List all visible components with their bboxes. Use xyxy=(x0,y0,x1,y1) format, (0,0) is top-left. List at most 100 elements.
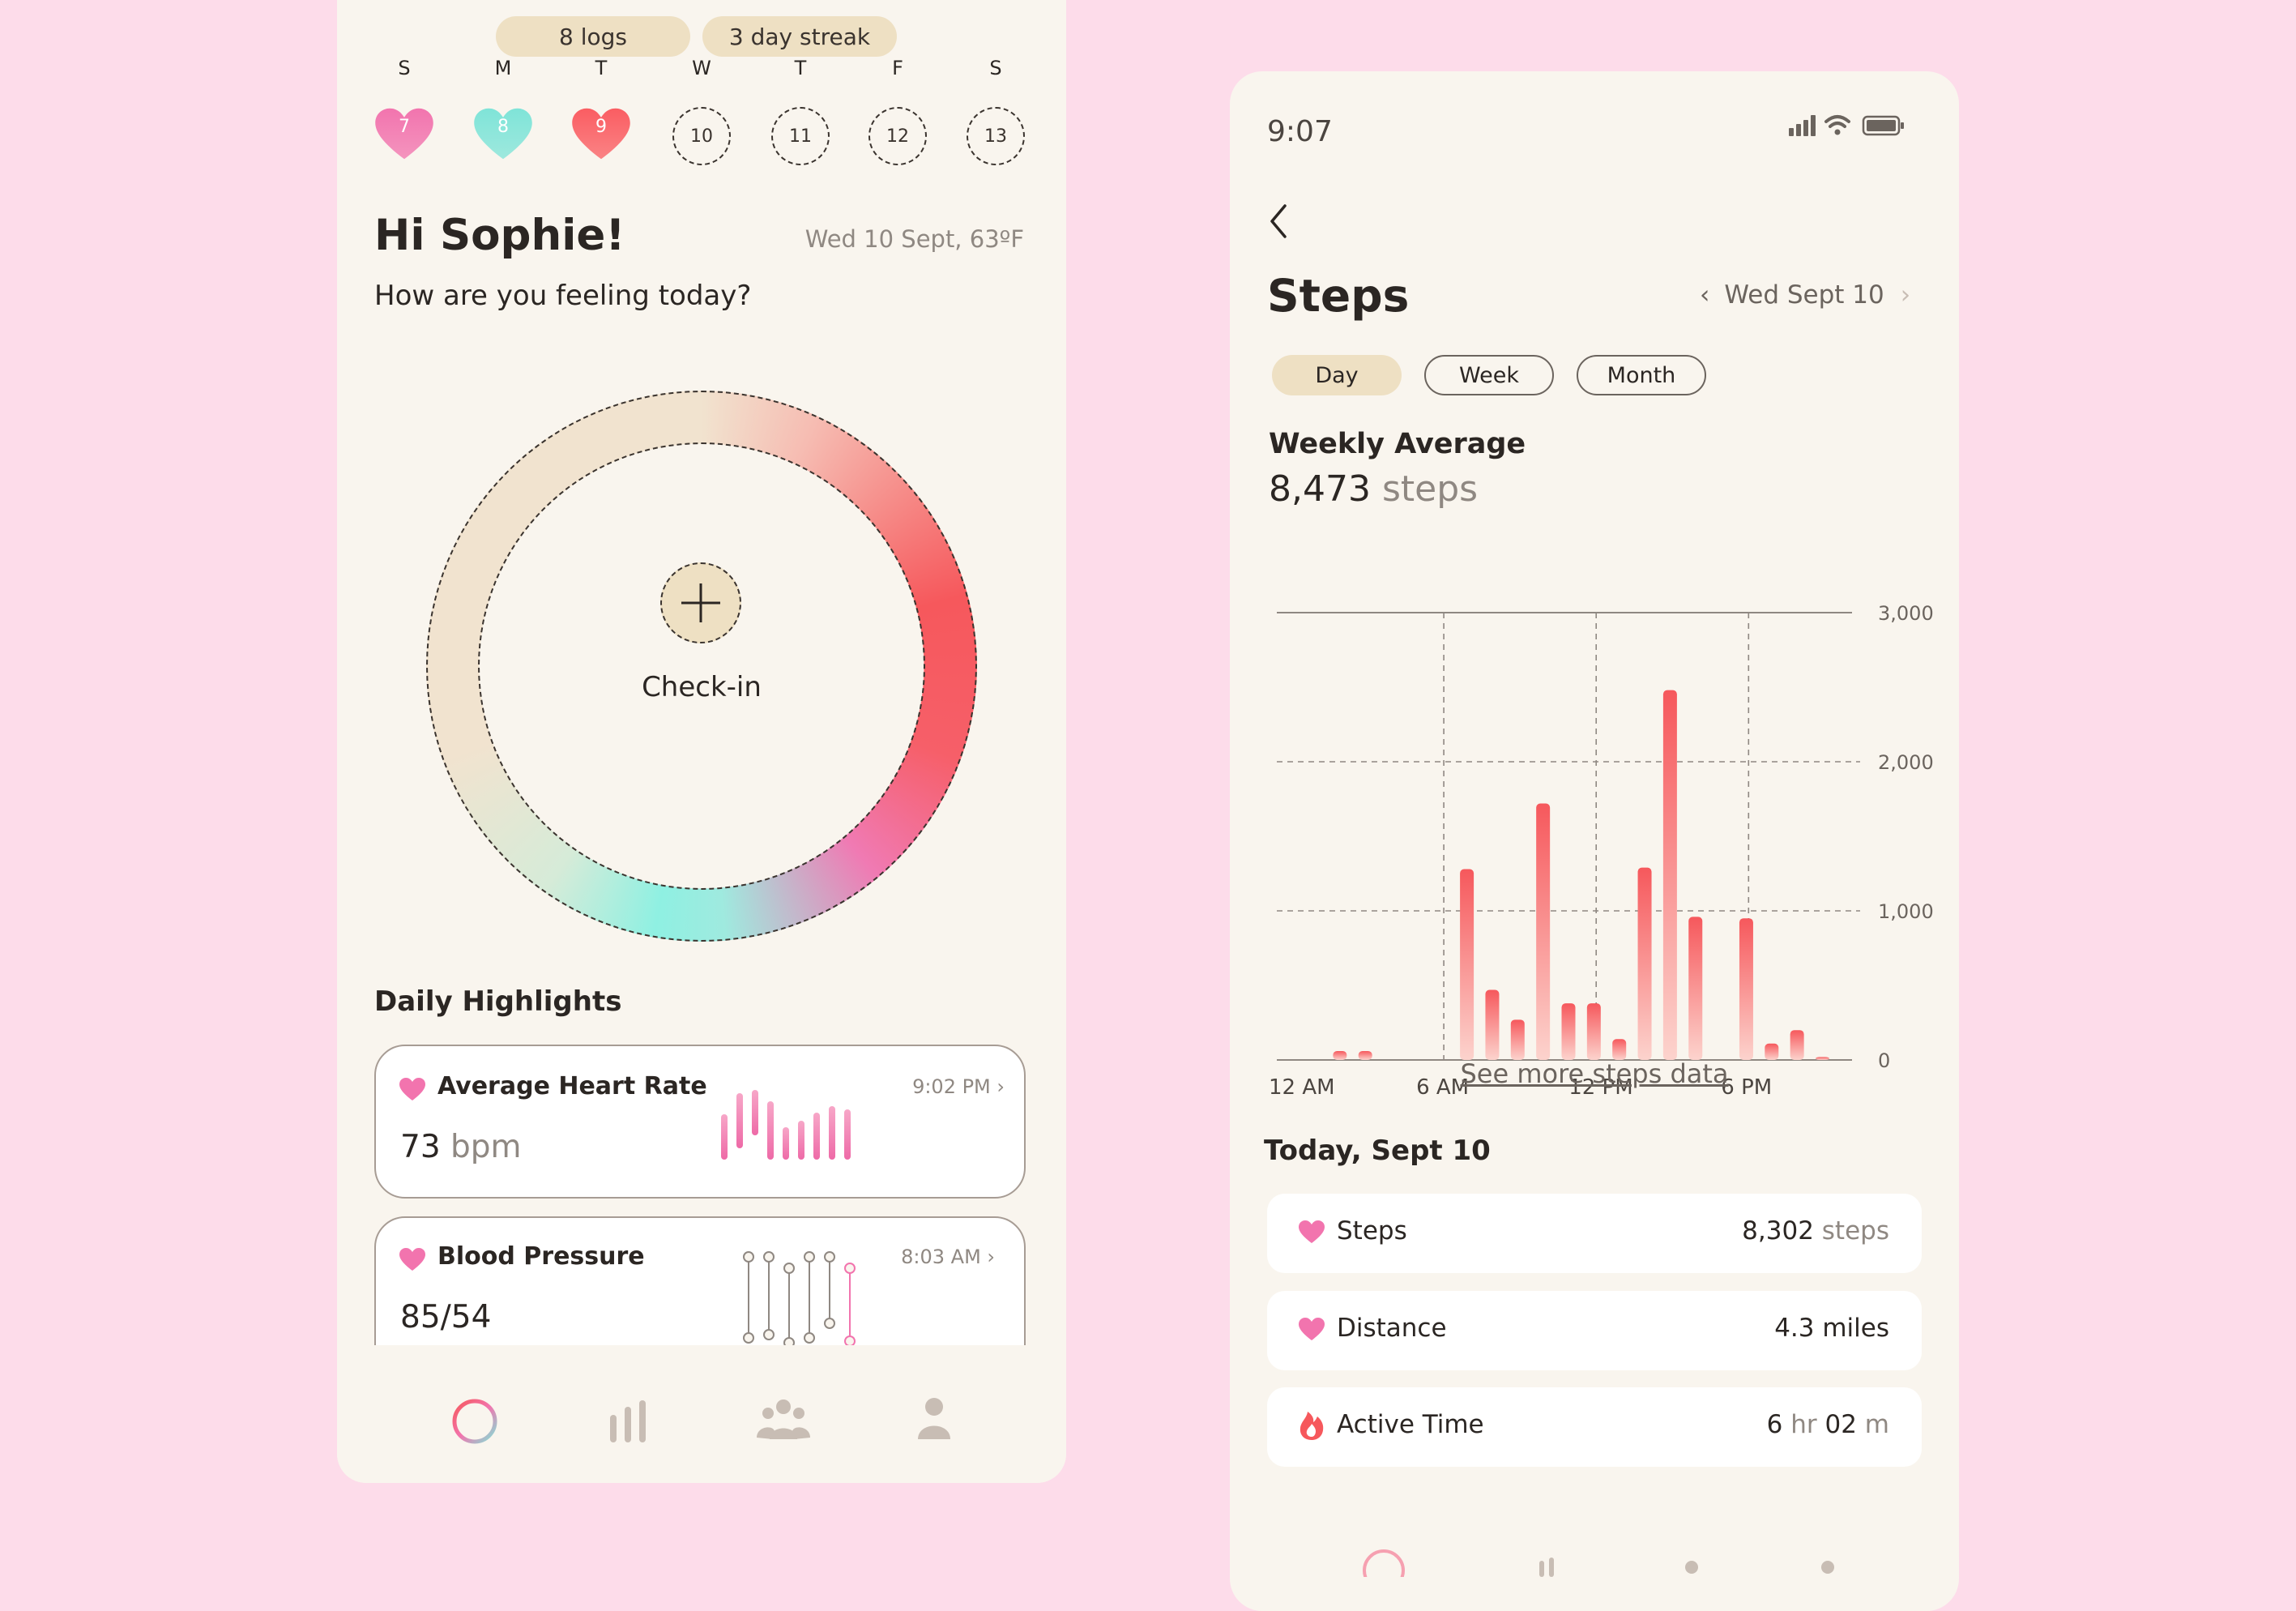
home-screen: 8 logs 3 day streak S 7 M 8 T 9 W 10 T 11 F 12 S 13 H… xyxy=(337,0,1066,1483)
ring-icon[interactable] xyxy=(450,1397,499,1446)
range-day[interactable]: Day xyxy=(1272,355,1402,395)
profile-icon xyxy=(1821,1561,1834,1574)
active-time-label: Active Time xyxy=(1337,1410,1484,1439)
today-title: Today, Sept 10 xyxy=(1264,1135,1491,1167)
steps-bar xyxy=(1510,1019,1525,1060)
summary-value-line: 8,473 steps xyxy=(1269,468,1478,510)
signal-icon xyxy=(1789,115,1816,136)
heart-icon xyxy=(1299,1220,1325,1243)
blood-pressure-sparkline xyxy=(743,1251,856,1348)
steps-bar xyxy=(1637,867,1652,1060)
steps-bar xyxy=(1688,917,1703,1060)
steps-bar xyxy=(1612,1039,1627,1060)
distance-label: Distance xyxy=(1337,1314,1447,1343)
group-icon xyxy=(1685,1561,1698,1574)
steps-row[interactable]: Steps 8,302 steps xyxy=(1267,1194,1922,1273)
distance-row[interactable]: Distance 4.3 miles xyxy=(1267,1291,1922,1370)
steps-bar xyxy=(1460,869,1474,1060)
ring-outer-outline xyxy=(426,391,977,942)
x-tick-label: 6 AM xyxy=(1416,1075,1469,1100)
weekday-letter: S xyxy=(398,57,411,79)
date-label: Wed Sept 10 xyxy=(1724,280,1884,310)
blood-pressure-title: Blood Pressure xyxy=(437,1242,645,1271)
profile-icon[interactable] xyxy=(914,1395,954,1444)
y-tick-label: 0 xyxy=(1878,1049,1890,1072)
bars-icon xyxy=(1539,1561,1544,1577)
empty-day[interactable]: 11 xyxy=(771,107,830,165)
heart-icon xyxy=(375,108,433,160)
next-date-button[interactable]: › xyxy=(1900,280,1911,310)
day-number: 9 xyxy=(595,117,607,137)
y-tick-label: 2,000 xyxy=(1878,751,1934,774)
summary-unit: steps xyxy=(1381,468,1479,510)
streak-badge: 3 day streak xyxy=(702,16,897,57)
mood-heart-day[interactable]: 7 xyxy=(373,105,435,167)
x-tick-label: 12 AM xyxy=(1269,1075,1335,1100)
weekday-letter: T xyxy=(595,57,608,79)
mood-heart-day[interactable]: 9 xyxy=(570,105,632,167)
heart-icon xyxy=(399,1248,425,1271)
group-icon[interactable] xyxy=(755,1397,812,1446)
steps-screen: 9:07 Steps ‹ Wed Sept 10 › Day Week Mont… xyxy=(1230,71,1959,1611)
see-more-link[interactable]: See more steps data xyxy=(1460,1058,1729,1089)
weekday-letter: T xyxy=(794,57,807,79)
active-time-row[interactable]: Active Time 6 hr 02 m xyxy=(1267,1387,1922,1467)
mood-ring[interactable]: Check-in xyxy=(426,391,977,942)
range-month[interactable]: Month xyxy=(1577,355,1706,395)
range-week[interactable]: Week xyxy=(1424,355,1554,395)
y-tick-label: 3,000 xyxy=(1878,602,1934,625)
day-number: 8 xyxy=(497,117,509,137)
weekday-letter: S xyxy=(989,57,1002,79)
steps-chart: 0 1,000 2,000 3,000 12 AM 6 AM 12 PM 6 PM xyxy=(1269,602,1934,1100)
mood-heart-day[interactable]: 8 xyxy=(472,105,534,167)
greeting: Hi Sophie! xyxy=(374,211,625,260)
steps-bar xyxy=(1790,1030,1804,1060)
ring-icon xyxy=(1363,1549,1405,1577)
active-hours-unit: hr xyxy=(1790,1410,1817,1439)
weekday-letter: M xyxy=(494,57,512,79)
heart-rate-time: 9:02 PM › xyxy=(912,1075,1005,1098)
bars-icon[interactable] xyxy=(604,1397,653,1446)
back-chevron-icon[interactable] xyxy=(1267,201,1291,241)
page-title: Steps xyxy=(1267,270,1410,322)
active-hours: 6 xyxy=(1766,1410,1783,1439)
flame-icon xyxy=(1300,1412,1324,1440)
steps-value: 8,302 xyxy=(1742,1216,1814,1246)
steps-bar xyxy=(1739,918,1753,1060)
day-number: 7 xyxy=(399,117,410,137)
plus-icon xyxy=(681,583,720,622)
bottom-nav-partial xyxy=(1363,1549,1834,1577)
steps-bar xyxy=(1816,1057,1829,1060)
prev-date-button[interactable]: ‹ xyxy=(1700,280,1710,310)
x-tick-label: 6 PM xyxy=(1721,1075,1772,1100)
steps-unit: steps xyxy=(1821,1216,1889,1246)
steps-bar xyxy=(1765,1043,1779,1060)
status-icons xyxy=(1789,115,1904,136)
heart-rate-card[interactable]: Average Heart Rate 9:02 PM › 73 bpm xyxy=(374,1045,1026,1199)
heart-icon xyxy=(474,108,532,160)
date-weather: Wed 10 Sept, 63ºF xyxy=(804,225,1024,253)
x-tick-label: 12 PM xyxy=(1568,1075,1632,1100)
highlights-title: Daily Highlights xyxy=(374,985,622,1018)
battery-icon xyxy=(1862,115,1904,136)
status-time: 9:07 xyxy=(1267,115,1333,148)
heart-rate-sparkline xyxy=(721,1090,851,1160)
heart-icon xyxy=(572,108,630,160)
heart-rate-value: 73 bpm xyxy=(400,1129,522,1165)
active-minutes-unit: m xyxy=(1864,1410,1889,1439)
blood-pressure-time: 8:03 AM › xyxy=(901,1246,995,1268)
empty-day[interactable]: 12 xyxy=(868,107,927,165)
heart-rate-title: Average Heart Rate xyxy=(437,1072,707,1100)
empty-day[interactable]: 10 xyxy=(672,107,731,165)
weekday-letter: F xyxy=(892,57,903,79)
active-minutes: 02 xyxy=(1824,1410,1857,1439)
active-time-value-line: 6 hr 02 m xyxy=(1767,1410,1889,1439)
empty-day[interactable]: 13 xyxy=(967,107,1025,165)
steps-bar xyxy=(1358,1050,1372,1060)
weekday-letter: W xyxy=(692,57,711,79)
heart-icon xyxy=(1299,1318,1325,1340)
add-checkin-button[interactable] xyxy=(660,562,741,643)
steps-bar xyxy=(1586,1003,1601,1060)
steps-bar xyxy=(1536,803,1551,1060)
steps-bar xyxy=(1561,1003,1576,1060)
